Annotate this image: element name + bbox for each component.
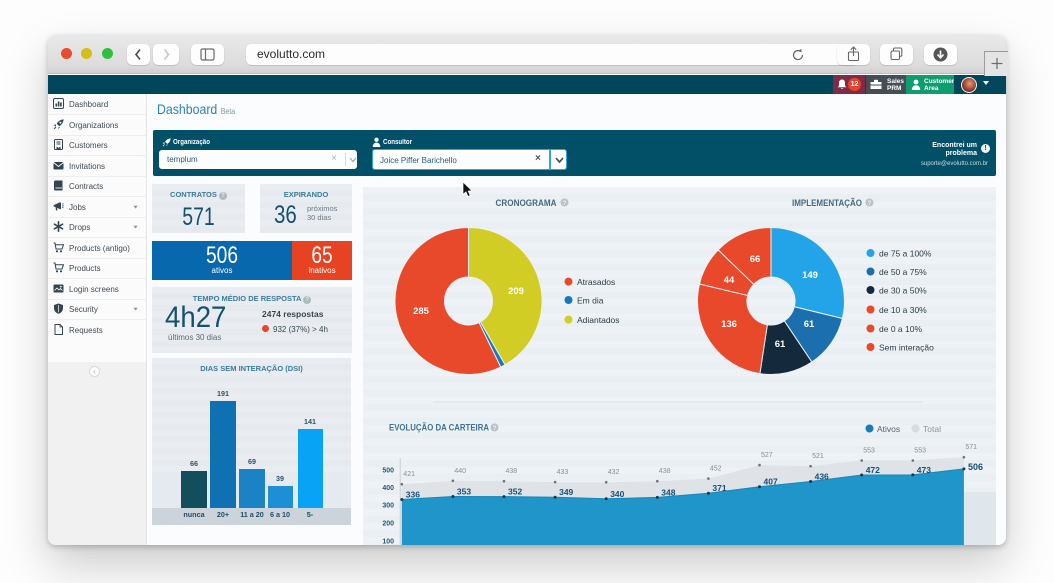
svg-text:?: ? (868, 201, 872, 207)
svg-text:432: 432 (608, 469, 620, 476)
svg-text:CRONOGRAMA: CRONOGRAMA (496, 198, 557, 209)
svg-text:IMPLEMENTAÇÃO: IMPLEMENTAÇÃO (792, 198, 862, 209)
svg-text:553: 553 (914, 448, 926, 455)
svg-text:527: 527 (761, 452, 773, 459)
svg-text:100: 100 (382, 539, 394, 546)
svg-text:191: 191 (217, 389, 229, 398)
svg-text:571: 571 (965, 444, 977, 451)
svg-text:Adiantados: Adiantados (577, 315, 620, 325)
svg-text:20+: 20+ (217, 510, 229, 519)
svg-text:407: 407 (764, 477, 778, 487)
svg-text:521: 521 (812, 453, 824, 460)
svg-text:44: 44 (724, 275, 735, 286)
svg-text:209: 209 (508, 286, 524, 297)
svg-text:440: 440 (454, 468, 466, 475)
svg-text:371: 371 (712, 483, 726, 493)
svg-text:553: 553 (863, 448, 875, 455)
svg-text:438: 438 (506, 468, 518, 475)
svg-text:149: 149 (802, 270, 818, 281)
svg-text:Total: Total (923, 424, 941, 434)
svg-text:66: 66 (750, 254, 761, 265)
svg-text:6 a 10: 6 a 10 (270, 510, 290, 519)
svg-text:11 a 20: 11 a 20 (240, 510, 264, 519)
svg-text:436: 436 (815, 472, 829, 482)
svg-text:500: 500 (382, 468, 394, 475)
svg-text:5-: 5- (307, 510, 314, 519)
svg-text:336: 336 (406, 490, 420, 500)
svg-text:352: 352 (508, 487, 522, 497)
svg-text:Em dia: Em dia (577, 295, 604, 305)
svg-text:EVOLUÇÃO DA CARTEIRA: EVOLUÇÃO DA CARTEIRA (389, 423, 489, 434)
svg-text:de 75 a 100%: de 75 a 100% (879, 248, 932, 258)
svg-text:473: 473 (917, 465, 931, 475)
svg-text:353: 353 (457, 487, 471, 497)
svg-text:39: 39 (276, 474, 284, 483)
svg-text:de 50 a 75%: de 50 a 75% (879, 267, 927, 277)
svg-text:340: 340 (610, 489, 624, 499)
svg-text:421: 421 (403, 471, 415, 478)
svg-text:69: 69 (248, 457, 256, 466)
svg-text:Atrasados: Atrasados (577, 277, 615, 287)
svg-text:300: 300 (382, 503, 394, 510)
svg-text:Sem interação: Sem interação (879, 342, 934, 352)
svg-text:141: 141 (304, 417, 316, 426)
svg-text:?: ? (563, 201, 567, 207)
svg-text:de 10 a 30%: de 10 a 30% (879, 305, 927, 315)
svg-text:de 30 a 50%: de 30 a 50% (879, 285, 927, 295)
svg-text:506: 506 (968, 462, 983, 472)
svg-text:66: 66 (190, 459, 198, 468)
svg-text:?: ? (493, 426, 497, 432)
svg-text:136: 136 (721, 319, 737, 330)
svg-text:285: 285 (413, 306, 430, 317)
svg-text:438: 438 (659, 468, 671, 475)
svg-text:nunca: nunca (183, 510, 205, 519)
svg-text:200: 200 (382, 521, 394, 528)
svg-text:61: 61 (775, 339, 786, 350)
svg-text:452: 452 (710, 466, 722, 473)
svg-text:472: 472 (866, 465, 880, 475)
svg-text:348: 348 (661, 487, 675, 497)
svg-text:349: 349 (559, 487, 573, 497)
svg-text:61: 61 (804, 319, 815, 330)
svg-text:Ativos: Ativos (877, 424, 900, 434)
svg-text:de 0 a 10%: de 0 a 10% (879, 324, 922, 334)
svg-text:400: 400 (382, 485, 394, 492)
svg-text:433: 433 (557, 469, 569, 476)
